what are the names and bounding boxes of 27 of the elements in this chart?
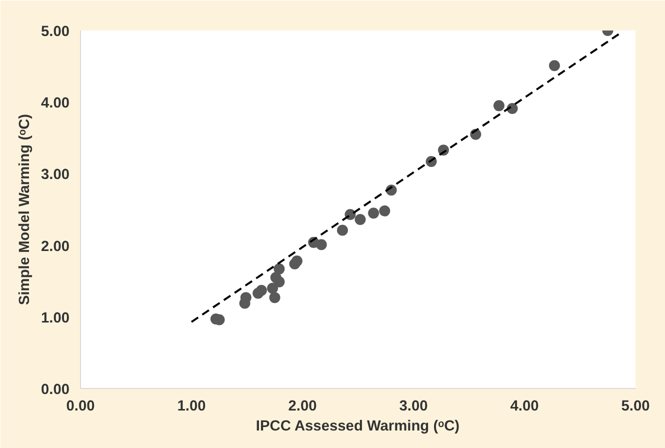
x-axis-title: IPCC Assessed Warming (ᵒC) xyxy=(256,418,460,434)
x-tick-label: 2.00 xyxy=(288,398,317,414)
point xyxy=(270,272,282,284)
point xyxy=(269,292,280,304)
x-tick-label: 1.00 xyxy=(177,398,206,414)
y-tick-label: 3.00 xyxy=(40,167,70,184)
point xyxy=(354,214,366,226)
y-tick-label: 2.00 xyxy=(40,238,70,255)
point xyxy=(256,284,267,296)
point xyxy=(368,208,380,219)
point xyxy=(379,205,390,216)
point xyxy=(548,60,560,72)
point xyxy=(267,282,278,294)
y-tick-label: 5.00 xyxy=(40,24,70,40)
point xyxy=(274,263,285,274)
point xyxy=(291,256,302,267)
point xyxy=(493,100,504,112)
x-tick-label: 3.00 xyxy=(399,398,428,414)
y-axis-title: Simple Model Warming (ᵒC) xyxy=(16,114,33,306)
point xyxy=(316,239,327,250)
x-tick-label: 0.00 xyxy=(66,398,95,414)
x-tick-label: 5.00 xyxy=(621,398,650,414)
y-tick-label: 4.00 xyxy=(40,96,70,112)
x-tick-label: 4.00 xyxy=(510,398,539,414)
y-tick-label: 0.00 xyxy=(40,382,70,398)
y-tick-label: 1.00 xyxy=(40,310,70,326)
point xyxy=(336,224,348,236)
